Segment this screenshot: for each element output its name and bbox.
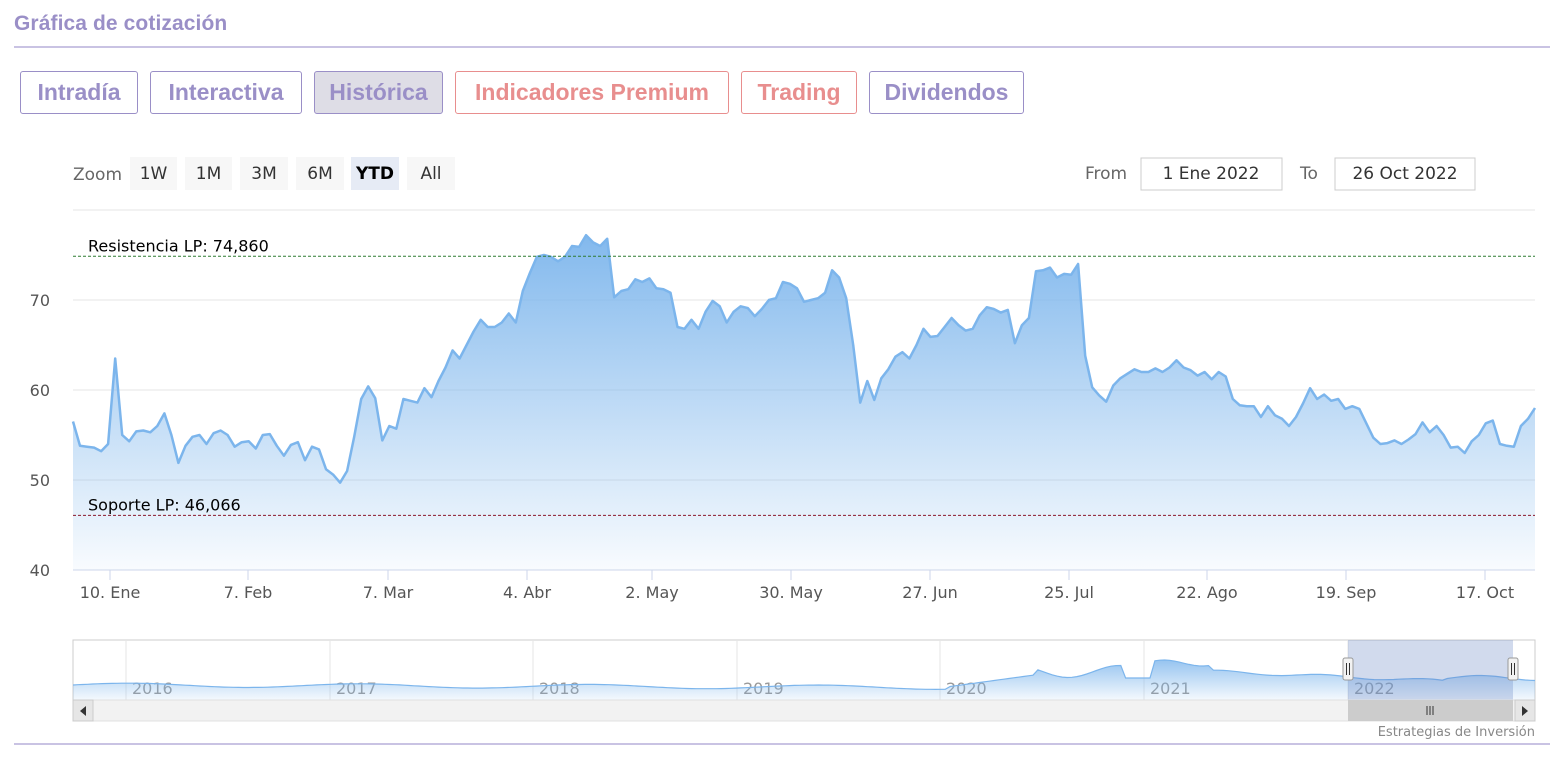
zoom-button-all[interactable]: All [407, 157, 455, 190]
x-tick-label: 22. Ago [1176, 583, 1237, 602]
tab-indicadores-premium[interactable]: Indicadores Premium [455, 71, 729, 114]
tab-trading[interactable]: Trading [741, 71, 857, 114]
plot-lines: Resistencia LP: 74,860 Soporte LP: 46,066 [73, 236, 1535, 516]
zoom-button-ytd[interactable]: YTD [351, 157, 399, 190]
price-area [73, 235, 1535, 570]
y-axis: 40 50 60 70 [30, 291, 50, 580]
x-tick-label: 7. Feb [224, 583, 273, 602]
navigator-handle-right[interactable] [1507, 657, 1519, 681]
zoom-button-label: 6M [307, 164, 332, 184]
y-tick-label: 70 [30, 291, 50, 310]
zoom-button-3m[interactable]: 3M [240, 157, 288, 190]
price-line [71, 233, 1537, 484]
zoom-button-label: YTD [355, 164, 394, 184]
y-tick-label: 60 [30, 381, 50, 400]
x-tick-label: 25. Jul [1044, 583, 1094, 602]
to-date-input[interactable] [1334, 157, 1476, 191]
scrollbar-track[interactable] [72, 699, 1536, 722]
zoom-button-label: All [420, 164, 441, 184]
chart-credit[interactable]: Estrategias de Inversión [1378, 725, 1535, 740]
tab-histórica[interactable]: Histórica [314, 71, 443, 114]
x-tick-label: 7. Mar [363, 583, 414, 602]
navigator-line [72, 659, 1536, 691]
x-tick-label: 4. Abr [503, 583, 551, 602]
zoom-button-1w[interactable]: 1W [130, 157, 177, 190]
zoom-button-label: 3M [251, 164, 276, 184]
x-tick-label: 30. May [759, 583, 823, 602]
x-tick-label: 10. Ene [80, 583, 141, 602]
support-line: Soporte LP: 46,066 [73, 495, 1535, 516]
page-title: Gráfica de cotización [14, 12, 228, 35]
navigator-area [73, 660, 1535, 700]
support-label: Soporte LP: 46,066 [88, 495, 241, 514]
navigator-handle-left[interactable] [1342, 657, 1354, 681]
range-selector: Zoom 1W 1M 3M 6M YTD All From 1 Ene 2022 To 2… [73, 157, 1476, 191]
x-tick-label: 19. Sep [1316, 583, 1377, 602]
zoom-label: Zoom [73, 165, 122, 185]
x-tick-label: 2. May [625, 583, 678, 602]
scroll-right-arrow-icon[interactable] [1514, 699, 1536, 722]
zoom-button-label: 1M [196, 164, 221, 184]
zoom-button-1m[interactable]: 1M [185, 157, 232, 190]
tab-intradía[interactable]: Intradía [20, 71, 138, 114]
from-label: From [1085, 164, 1127, 184]
resistance-label: Resistencia LP: 74,860 [88, 236, 269, 255]
y-tick-label: 40 [30, 561, 50, 580]
scroll-left-arrow-icon[interactable] [72, 699, 94, 722]
bottom-divider [14, 743, 1550, 745]
resistance-line: Resistencia LP: 74,860 [73, 236, 1535, 257]
x-tick-label: 17. Oct [1456, 583, 1514, 602]
navigator-scrollbar[interactable] [72, 699, 1536, 722]
from-date-value: 1 Ene 2022 [1163, 164, 1260, 184]
tab-interactiva[interactable]: Interactiva [150, 71, 302, 114]
to-label: To [1299, 164, 1318, 184]
title-divider [14, 46, 1550, 48]
from-date-input[interactable] [1140, 157, 1283, 191]
navigator[interactable]: 2016201720182019202020212022 [72, 639, 1536, 722]
zoom-button-6m[interactable]: 6M [296, 157, 344, 190]
price-series [71, 233, 1537, 570]
to-date-value: 26 Oct 2022 [1352, 164, 1457, 184]
y-tick-label: 50 [30, 471, 50, 490]
tab-dividendos[interactable]: Dividendos [869, 71, 1024, 114]
navigator-selection[interactable] [1348, 640, 1513, 700]
zoom-button-label: 1W [140, 164, 168, 184]
x-tick-label: 27. Jun [902, 583, 958, 602]
x-axis: 10. Ene 7. Feb 7. Mar 4. Abr 2. May 30. May 27… [73, 569, 1535, 602]
